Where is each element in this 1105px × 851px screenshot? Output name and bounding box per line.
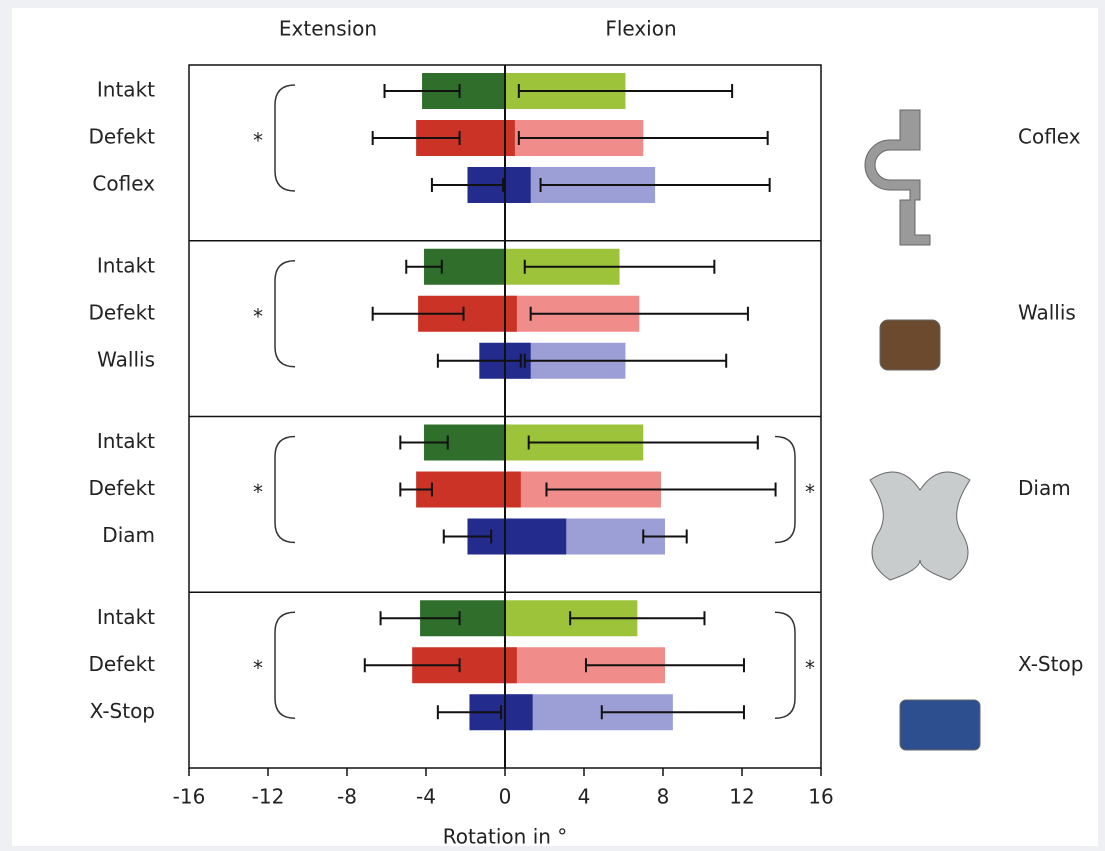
category-label: Intakt	[97, 429, 155, 453]
neutral-zone-bar	[505, 694, 533, 730]
left-marker: *	[253, 129, 263, 153]
group-label: X-Stop	[1018, 652, 1083, 676]
group-label: Wallis	[1018, 300, 1076, 324]
category-label: X-Stop	[90, 699, 155, 723]
category-label: Intakt	[97, 605, 155, 629]
neutral-zone-bar	[505, 472, 521, 508]
x-tick-label: 16	[808, 785, 833, 809]
category-label: Defekt	[89, 476, 156, 500]
category-label: Intakt	[97, 78, 155, 102]
x-tick-label: 0	[499, 785, 512, 809]
group-label: Diam	[1018, 476, 1071, 500]
left-marker: *	[253, 304, 263, 328]
x-tick-label: -4	[416, 785, 436, 809]
x-axis-title: Rotation in °	[443, 825, 568, 849]
neutral-zone-bar	[505, 519, 566, 555]
category-label: Defekt	[89, 300, 156, 324]
x-tick-label: 4	[578, 785, 591, 809]
left-marker: *	[253, 656, 263, 680]
right-marker: *	[805, 656, 815, 680]
x-tick-label: 12	[729, 785, 754, 809]
neutral-zone-bar	[505, 647, 517, 683]
wallis-picture	[880, 320, 940, 370]
neutral-zone-bar	[505, 296, 517, 332]
neutral-zone-bar	[505, 167, 531, 203]
right-marker: *	[805, 480, 815, 504]
left-marker: *	[253, 480, 263, 504]
category-label: Defekt	[89, 125, 156, 149]
group-label: Coflex	[1018, 125, 1081, 149]
x-tick-label: -16	[173, 785, 206, 809]
header-extension: Extension	[279, 17, 377, 41]
page: Extension Flexion Rotation in ° -16 -12 -8…	[0, 0, 1105, 851]
x-tick-label: 8	[657, 785, 670, 809]
header-flexion: Flexion	[605, 17, 676, 41]
chart: Extension Flexion Rotation in ° -16 -12 -8…	[0, 0, 1105, 851]
category-label: Coflex	[92, 172, 155, 196]
x-tick-label: -8	[337, 785, 357, 809]
category-label: Diam	[102, 523, 155, 547]
category-label: Intakt	[97, 253, 155, 277]
category-label: Wallis	[97, 347, 155, 371]
xstop-picture	[900, 700, 980, 750]
category-label: Defekt	[89, 652, 156, 676]
neutral-zone-bar	[505, 120, 515, 156]
x-tick-label: -12	[252, 785, 285, 809]
